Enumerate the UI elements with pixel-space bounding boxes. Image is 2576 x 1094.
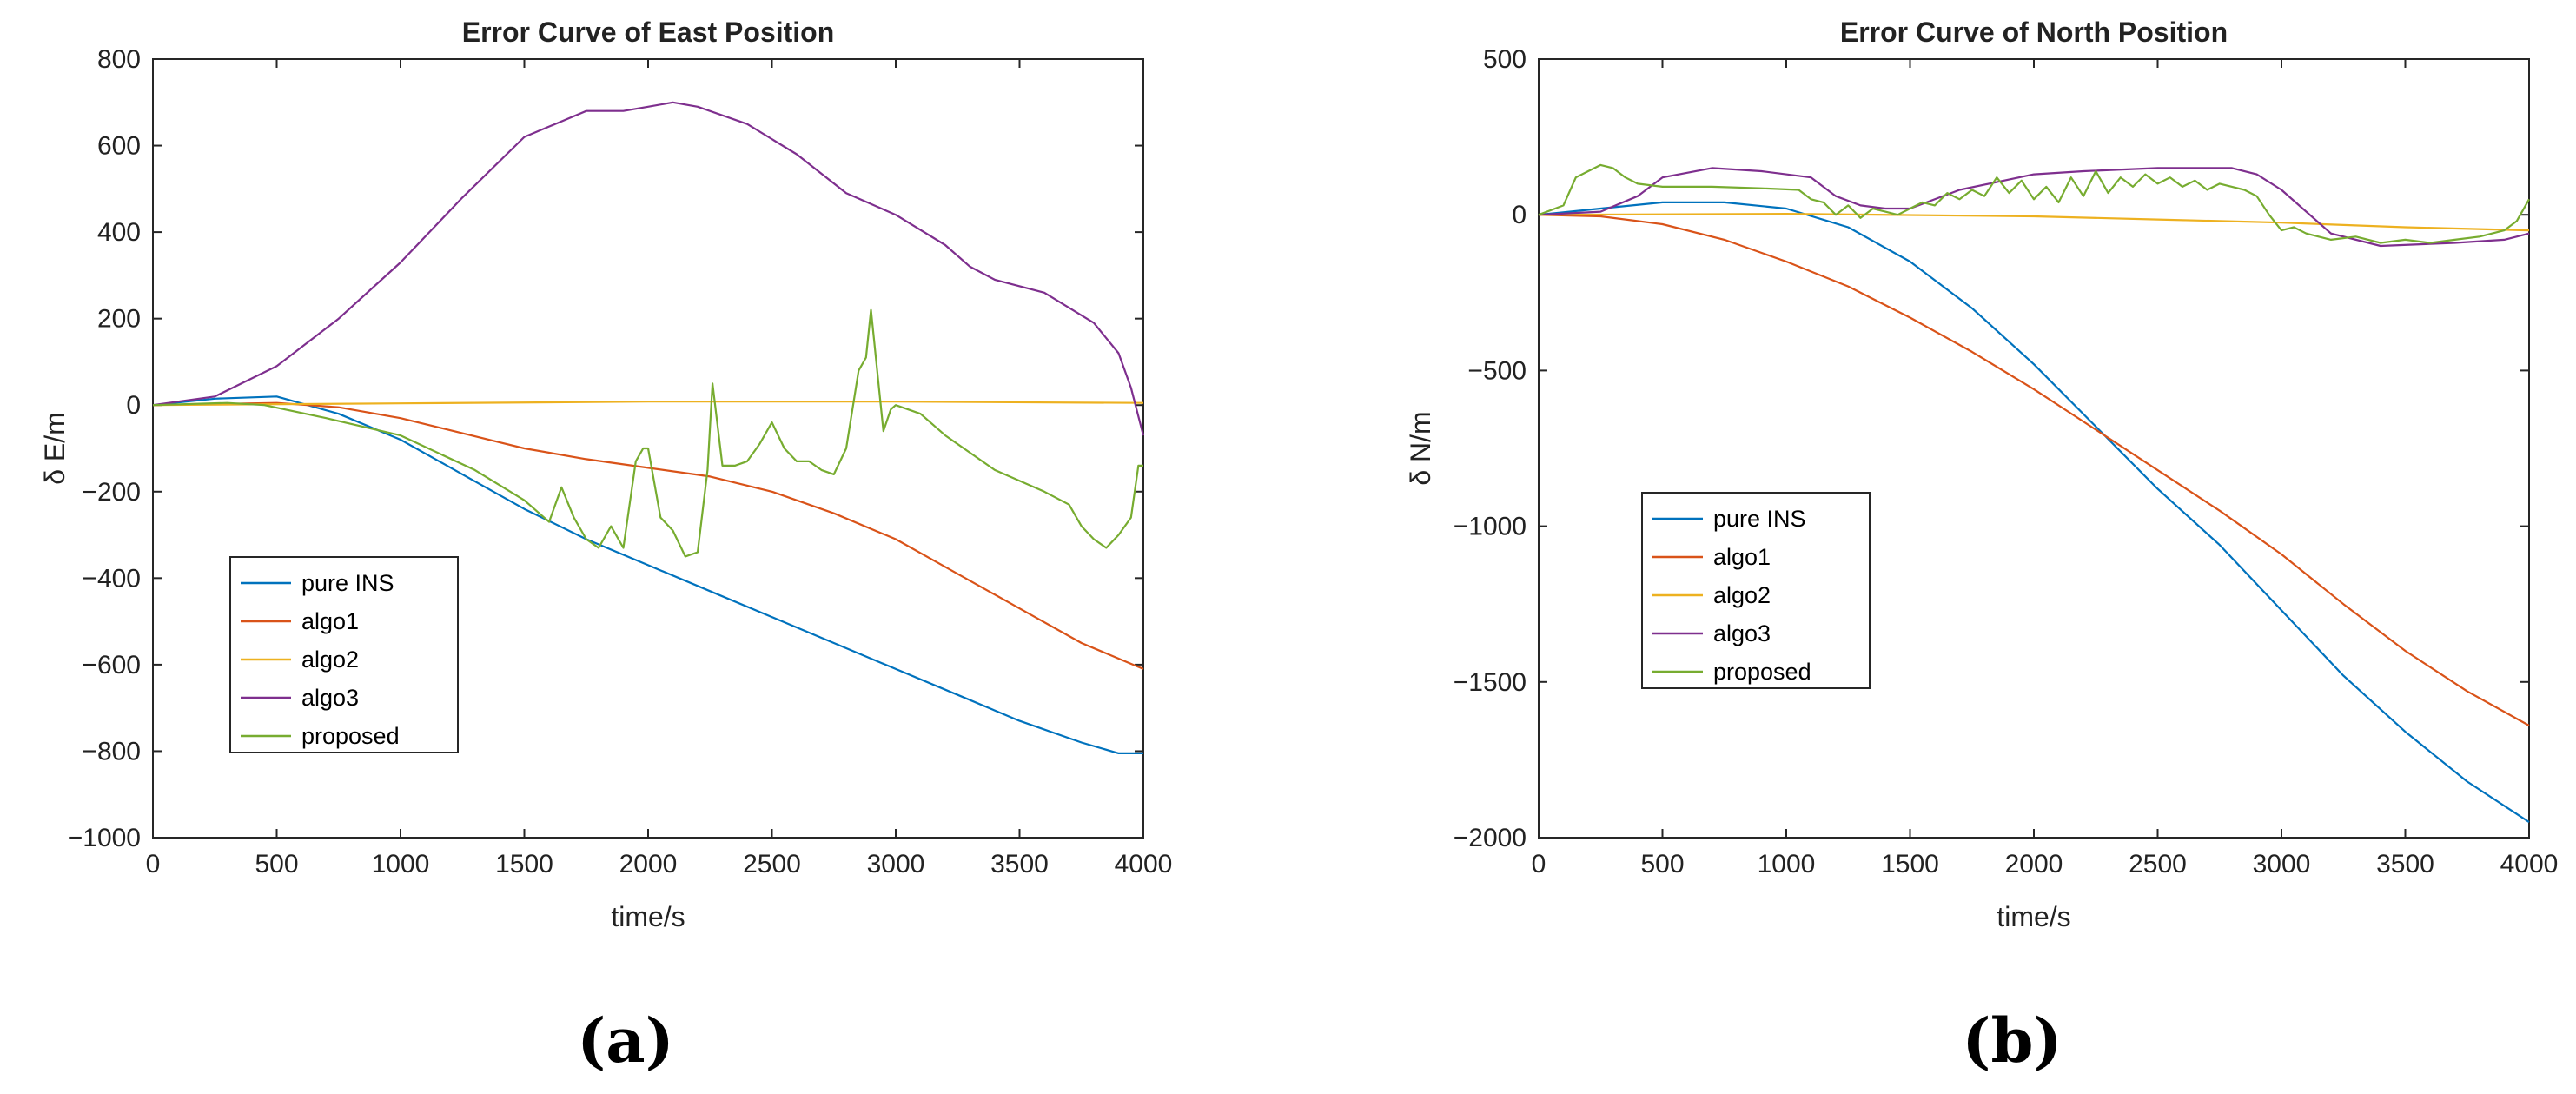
x-tick-label: 500 — [255, 850, 298, 879]
y-tick-label: −500 — [1467, 356, 1526, 385]
series-line-pure-ins — [152, 395, 1143, 755]
x-tick-label: 1000 — [372, 850, 430, 879]
x-tick-label: 3000 — [2253, 850, 2311, 879]
chart-title: Error Curve of East Position — [462, 17, 835, 48]
x-tick-label: 2000 — [619, 850, 678, 879]
series-line-proposed — [152, 308, 1143, 558]
y-tick-label: −200 — [82, 478, 141, 507]
x-tick-label: 3500 — [990, 850, 1049, 879]
legend-label: algo3 — [1713, 620, 1771, 646]
x-tick-label: 1000 — [1758, 850, 1816, 879]
y-tick-label: −1000 — [68, 824, 141, 852]
x-tick-label: 2500 — [743, 850, 801, 879]
chart-east-position: 0 500 1000 1500 2000 2500 3000 3500 4000−1000−80… — [39, 17, 1172, 1077]
x-tick-label: 500 — [1640, 850, 1684, 879]
series-line-algo1 — [1538, 214, 2530, 726]
legend-label: proposed — [301, 723, 400, 749]
axis-ticks: 0 500 1000 1500 2000 2500 3000 3500 4000−1000−80… — [68, 45, 1173, 879]
chart-title: Error Curve of North Position — [1840, 17, 2228, 48]
y-tick-label: −800 — [82, 737, 141, 766]
series-line-algo3 — [152, 101, 1145, 436]
x-tick-label: 3000 — [867, 850, 925, 879]
legend-box — [1641, 492, 1871, 689]
series-line-algo2 — [1538, 213, 2530, 232]
x-tick-label: 2500 — [2129, 850, 2187, 879]
plot-area-frame — [1538, 58, 2530, 839]
y-tick-label: 400 — [97, 218, 141, 247]
legend-label: algo2 — [1713, 582, 1771, 608]
y-axis-label: δ N/m — [1405, 411, 1436, 485]
x-axis-label: time/s — [611, 901, 685, 932]
y-tick-label: 500 — [1483, 45, 1526, 74]
x-tick-label: 3500 — [2376, 850, 2434, 879]
x-tick-label: 4000 — [2500, 850, 2559, 879]
chart-north-position: 0 500 1000 1500 2000 2500 3000 3500 4000 −2000 −15… — [1405, 17, 2558, 1077]
x-tick-label: 1500 — [495, 850, 553, 879]
panel-label: (a) — [577, 1004, 674, 1077]
y-tick-label: 0 — [126, 391, 141, 420]
y-axis-label: δ E/m — [39, 412, 70, 485]
panel-label: (b) — [1962, 1004, 2062, 1077]
x-tick-label: 4000 — [1115, 850, 1173, 879]
series-lines — [152, 101, 1145, 755]
x-tick-label: 2000 — [2005, 850, 2063, 879]
legend-label: pure INS — [301, 570, 394, 596]
y-tick-label: −1500 — [1454, 668, 1526, 697]
y-tick-label: −1000 — [1454, 513, 1526, 541]
x-axis-label: time/s — [1997, 901, 2070, 932]
x-tick-label: 1500 — [1881, 850, 1939, 879]
legend-label: algo1 — [301, 608, 359, 634]
y-tick-label: 0 — [1512, 201, 1526, 229]
y-tick-label: −600 — [82, 651, 141, 680]
axis-ticks: 0 500 1000 1500 2000 2500 3000 3500 4000 −2000 −15… — [1454, 45, 2559, 879]
legend-label: proposed — [1713, 659, 1811, 685]
legend: pure INS algo1 algo2 algo3 proposed — [229, 556, 459, 753]
series-line-algo1 — [152, 401, 1144, 670]
series-line-proposed — [1538, 163, 2530, 244]
series-line-pure-ins — [1538, 201, 2530, 824]
y-tick-label: 600 — [97, 132, 141, 161]
legend-label: algo2 — [301, 646, 359, 673]
y-tick-label: −400 — [82, 564, 141, 593]
x-tick-label: 0 — [146, 850, 161, 879]
y-tick-label: 800 — [97, 45, 141, 74]
legend-box — [229, 556, 459, 753]
series-line-algo2 — [152, 401, 1144, 407]
x-tick-label: 0 — [1532, 850, 1546, 879]
series-lines — [1538, 163, 2530, 824]
y-tick-label: 200 — [97, 305, 141, 334]
legend-label: algo1 — [1713, 544, 1771, 570]
legend-label: algo3 — [301, 685, 359, 711]
y-tick-label: −2000 — [1454, 824, 1526, 852]
legend-label: pure INS — [1713, 506, 1806, 532]
legend: pure INS algo1 algo2 algo3 proposed — [1641, 492, 1871, 689]
